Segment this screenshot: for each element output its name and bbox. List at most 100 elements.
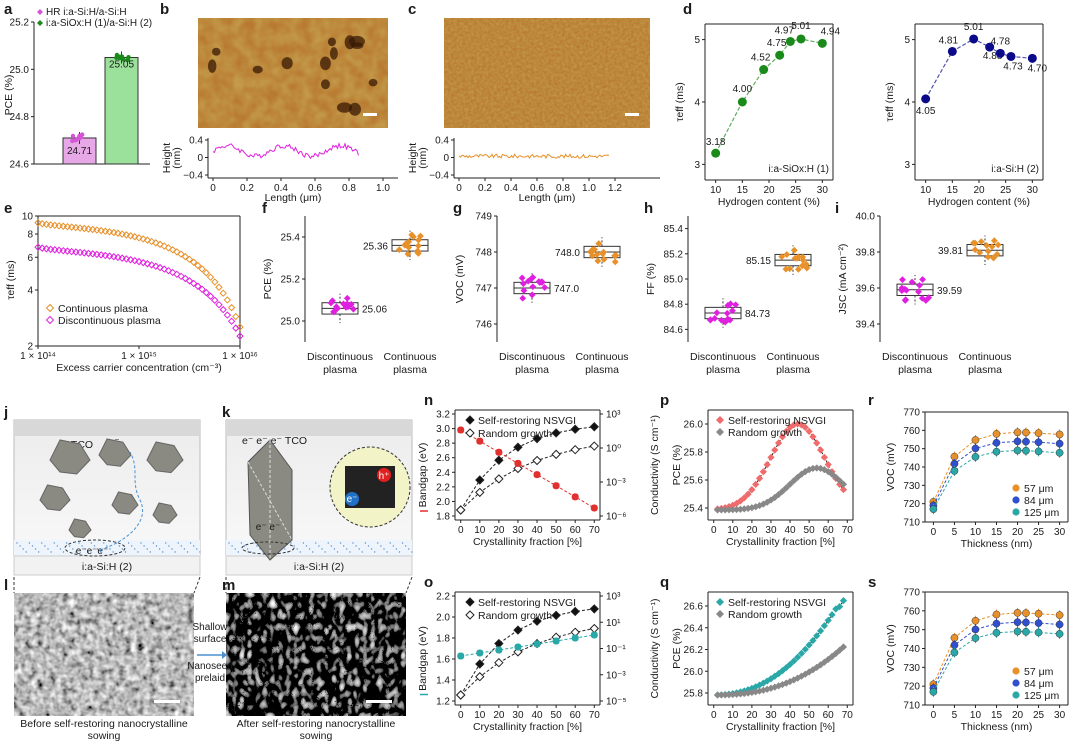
data-point: [794, 265, 802, 273]
x-tick-label: 25: [1000, 185, 1012, 196]
substrate-dot: [392, 545, 394, 547]
data-point: [177, 250, 185, 258]
panel-o: 0 10 20 30 40 50 60 70 1.2 1.4 1.6 1.8 2.0 2.2 10³ 10¹ 1…: [417, 591, 661, 733]
data-point: [775, 50, 785, 60]
y-tick-label: 710: [903, 518, 920, 529]
data-point: [992, 438, 1001, 447]
data-point: [118, 230, 126, 238]
data-point: [185, 277, 194, 285]
data-point: [600, 255, 608, 263]
x-tick-label: 10: [970, 710, 982, 721]
trend-line: [460, 426, 595, 511]
data-point: [1013, 627, 1022, 636]
substrate-dot: [65, 542, 68, 544]
x-tick-label: 50: [804, 525, 816, 536]
data-point: [985, 42, 995, 52]
data-point: [227, 303, 236, 312]
y-axis-label: (nm): [417, 147, 429, 169]
substrate-dot: [305, 545, 308, 547]
bandgap-point: [495, 646, 503, 654]
data-point: [518, 274, 526, 282]
data-point: [122, 255, 131, 263]
y-tick-label: 0.4: [189, 136, 203, 147]
afm-pit: [319, 56, 331, 71]
substrate-dot: [327, 542, 329, 544]
y-tick-label: 10⁻⁶: [606, 512, 627, 523]
data-point: [593, 251, 601, 258]
data-point: [160, 265, 168, 273]
legend-label: i:a-SiOx:H (1)/a-Si:H (2): [46, 18, 152, 29]
substrate-dot: [127, 542, 130, 544]
data-point: [786, 423, 794, 431]
y-tick-label: 10⁰: [606, 444, 621, 455]
substrate-dot: [243, 545, 246, 547]
x-axis-label: Crystallinity fraction [%]: [473, 721, 582, 733]
data-point: [185, 255, 194, 264]
data-point: [1034, 438, 1043, 447]
electron-label: e⁻e⁻e⁻: [76, 546, 109, 557]
legend-marker: [465, 428, 475, 438]
data-point: [527, 275, 535, 283]
x-tick-label: 50: [804, 710, 816, 721]
data-point: [717, 506, 725, 514]
legend-marker: [45, 303, 55, 313]
data-point: [763, 685, 771, 693]
data-point: [752, 503, 760, 511]
data-label: 4.88: [983, 51, 1003, 62]
x-tick-label: 0: [210, 183, 216, 194]
x-axis-label: Hydrogen content (%): [928, 196, 1030, 208]
y-tick-label: 1.8: [436, 512, 450, 523]
substrate-dot: [189, 542, 192, 544]
data-point: [97, 226, 105, 235]
y-tick-label: 10⁻³: [606, 670, 626, 681]
x-axis-label: Excess carrier concentration (cm⁻³): [56, 362, 221, 374]
substrate-dot: [72, 548, 74, 550]
data-point: [824, 461, 832, 469]
y-tick-label: 749: [475, 212, 492, 223]
substrate-dot: [364, 542, 367, 544]
scale-bar: [625, 113, 639, 116]
category-label: Discontinuous: [690, 351, 756, 363]
bandgap-point: [457, 426, 465, 434]
y-tick-label: 85.2: [664, 249, 684, 260]
data-label: 5.01: [791, 21, 811, 32]
y-tick-label: 84.8: [664, 300, 684, 311]
x-tick-label: 50: [551, 525, 563, 536]
legend-label: Self-restoring NSVGI: [478, 597, 576, 609]
data-point: [219, 289, 227, 297]
data-point: [984, 253, 992, 261]
data-point: [529, 283, 537, 291]
hole-particle: [377, 468, 391, 482]
data-point: [778, 253, 786, 261]
substrate-dot: [25, 551, 27, 553]
x-tick-label: 60: [823, 525, 835, 536]
substrate-dot: [196, 548, 198, 550]
panel-letter-q: q: [660, 574, 669, 591]
nucleation-ellipse: [241, 541, 295, 555]
y-tick-label: 25.2: [281, 275, 301, 286]
x-tick-label: 20: [1012, 710, 1024, 721]
substrate-dot: [81, 545, 83, 547]
panel-letter-m: m: [222, 577, 235, 594]
bandgap-point: [533, 640, 541, 648]
substrate-dot: [193, 545, 195, 547]
y-tick-label: 25.0: [281, 317, 301, 328]
data-point: [105, 252, 114, 260]
x-tick-label: 30: [512, 525, 524, 536]
crystal-shard: [68, 518, 92, 539]
data-point: [520, 280, 527, 288]
y-tick-label: 2.6: [436, 453, 450, 464]
x-tick-label: 20: [973, 185, 985, 196]
legend-label: 125 μm: [1024, 690, 1059, 702]
x-tick-label: 70: [589, 710, 601, 721]
data-point: [801, 670, 809, 678]
data-point: [494, 657, 504, 668]
data-point: [778, 433, 787, 441]
data-point: [147, 261, 156, 269]
data-point: [494, 455, 504, 465]
data-point: [97, 251, 105, 259]
data-point: [236, 323, 244, 331]
data-point: [809, 636, 817, 645]
data-point: [587, 249, 595, 256]
